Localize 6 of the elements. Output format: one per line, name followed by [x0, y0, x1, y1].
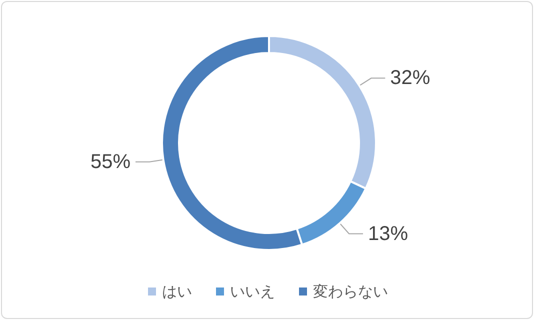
legend-label: いいえ [230, 282, 275, 300]
data-label: 32% [390, 67, 430, 90]
legend-label: はい [162, 282, 192, 300]
data-label: 13% [368, 222, 408, 245]
legend-label: 変わらない [313, 282, 388, 300]
data-label: 55% [90, 150, 131, 173]
